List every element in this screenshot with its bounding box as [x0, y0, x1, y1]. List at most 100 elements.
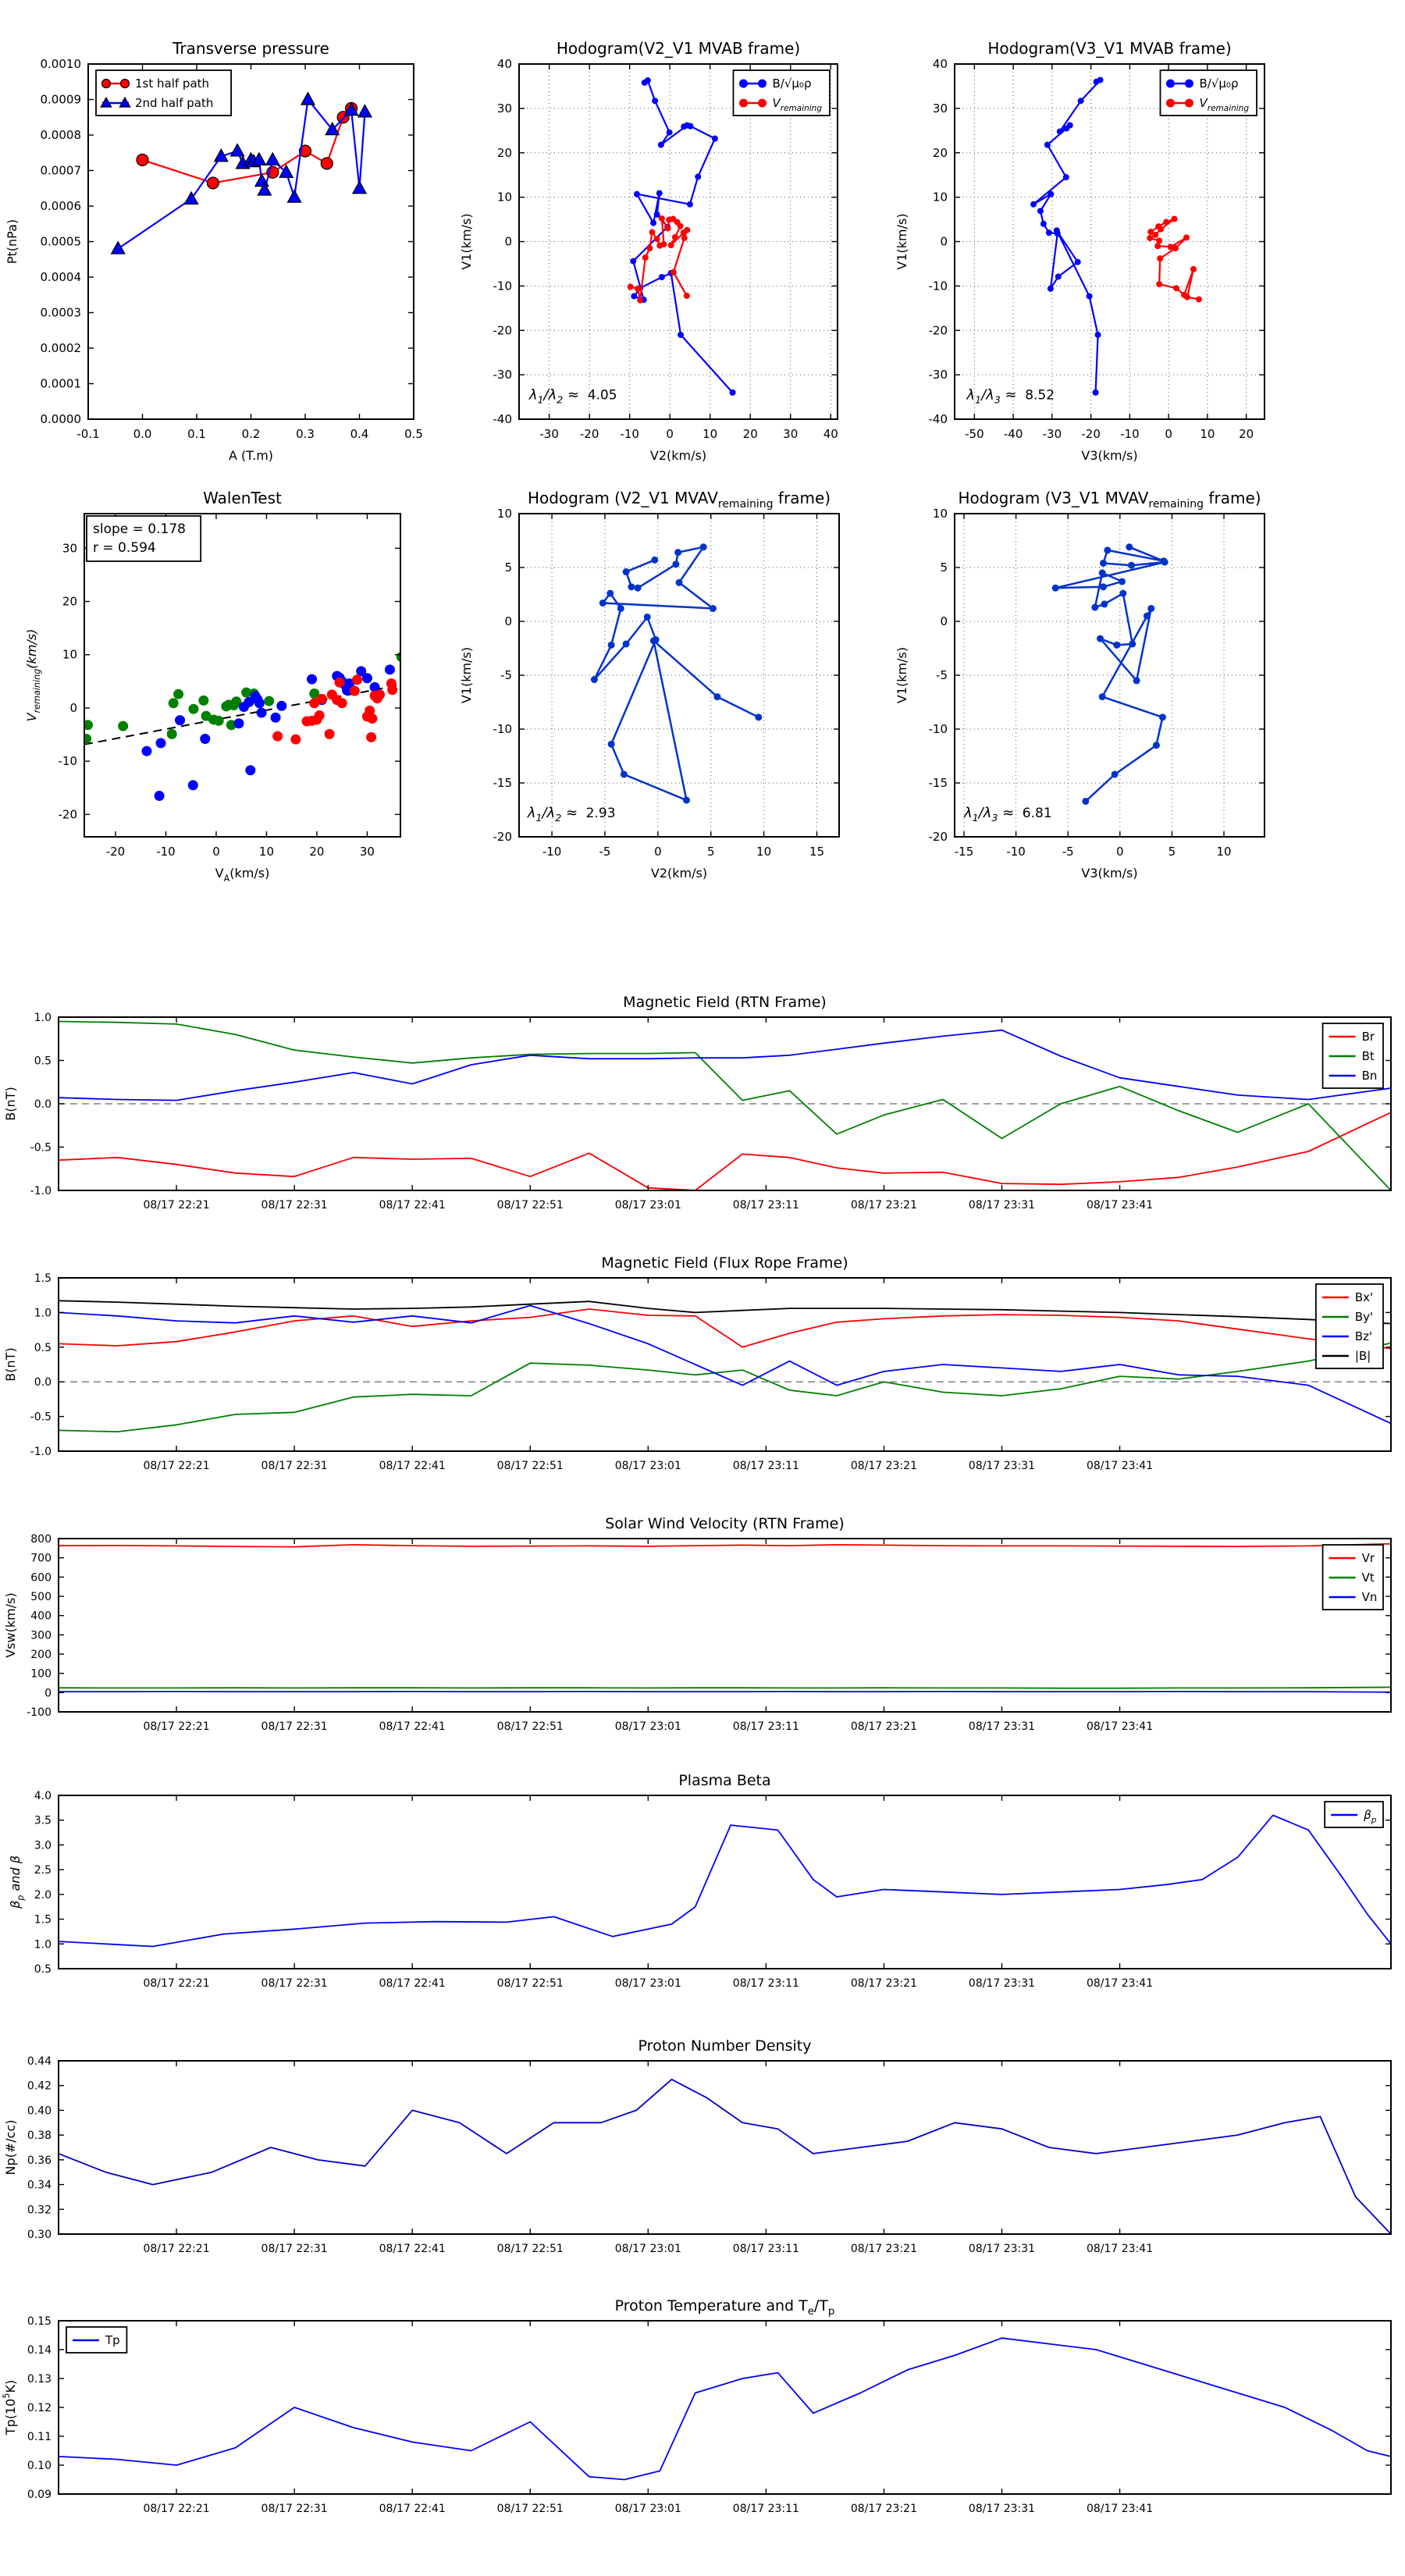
- plasma-beta-legend: βp: [1324, 1801, 1384, 1828]
- svg-text:-10: -10: [620, 427, 639, 441]
- solar-wind-velocity-series: [59, 1542, 1391, 1693]
- svg-text:400: 400: [30, 1610, 52, 1623]
- svg-text:0: 0: [69, 701, 77, 715]
- svg-text:0.3: 0.3: [296, 427, 315, 441]
- svg-text:08/17 23:21: 08/17 23:21: [851, 1460, 917, 1472]
- svg-text:08/17 23:41: 08/17 23:41: [1087, 1460, 1153, 1472]
- svg-text:0.5: 0.5: [34, 1342, 52, 1354]
- svg-text:0: 0: [940, 235, 948, 249]
- svg-text:0: 0: [940, 614, 948, 628]
- svg-text:λ1/λ3 ≈: λ1/λ3 ≈: [966, 386, 1016, 405]
- svg-text:B/√μ₀ρ: B/√μ₀ρ: [772, 76, 811, 91]
- svg-text:-1.0: -1.0: [30, 1185, 52, 1197]
- svg-text:08/17 22:21: 08/17 22:21: [143, 1199, 209, 1212]
- svg-text:By': By': [1355, 1310, 1373, 1324]
- svg-text:0: 0: [654, 845, 662, 859]
- svg-text:08/17 23:31: 08/17 23:31: [969, 1977, 1035, 1990]
- svg-text:λ1/λ3 ≈: λ1/λ3 ≈: [963, 805, 1014, 824]
- svg-text:500: 500: [30, 1591, 52, 1603]
- transverse-pressure-legend: 1st half path 2nd half path: [95, 69, 233, 116]
- hodogram-v2v1-mvab-legend: B/√μ₀ρ Vremaining: [732, 69, 831, 116]
- svg-text:08/17 23:41: 08/17 23:41: [1087, 1977, 1153, 1990]
- svg-text:-5: -5: [599, 845, 610, 859]
- svg-text:-0.1: -0.1: [76, 427, 99, 441]
- svg-text:08/17 22:21: 08/17 22:21: [143, 1977, 209, 1990]
- svg-text:0.15: 0.15: [27, 2315, 52, 2328]
- svg-text:3.5: 3.5: [34, 1815, 52, 1827]
- hodogram-v3v1-mvab-chart: -50 -40 -30 -20 -10 0 10 20 -40 -30 -20 -10 0 10 20 30 4…: [895, 39, 1265, 463]
- svg-text:-10: -10: [493, 279, 513, 293]
- svg-text:-10: -10: [929, 279, 948, 293]
- svg-text:0.30: 0.30: [27, 2229, 52, 2241]
- svg-text:Plasma Beta: Plasma Beta: [678, 1772, 770, 1789]
- svg-text:-5: -5: [936, 668, 948, 682]
- svg-text:20: 20: [309, 845, 324, 859]
- svg-text:0.0: 0.0: [133, 427, 152, 441]
- svg-text:4.0: 4.0: [34, 1790, 52, 1802]
- svg-text:-40: -40: [1004, 427, 1023, 441]
- svg-text:Vremaining: Vremaining: [1199, 96, 1249, 113]
- magnetic-field-rtn-series: [59, 1020, 1391, 1190]
- svg-text:0: 0: [504, 614, 512, 628]
- svg-text:0.11: 0.11: [27, 2431, 52, 2443]
- svg-text:10: 10: [933, 507, 948, 521]
- svg-text:08/17 22:41: 08/17 22:41: [379, 1720, 446, 1733]
- plasma-beta-series: [59, 1814, 1391, 1948]
- svg-text:08/17 23:41: 08/17 23:41: [1087, 1720, 1153, 1733]
- svg-text:0.5: 0.5: [404, 427, 423, 441]
- svg-text:Hodogram (V3_V1 MVAVremaining: Hodogram (V3_V1 MVAVremaining frame): [958, 489, 1261, 511]
- svg-text:08/17 23:21: 08/17 23:21: [851, 1720, 917, 1733]
- svg-text:0.34: 0.34: [27, 2179, 52, 2192]
- svg-text:08/17 22:51: 08/17 22:51: [497, 2243, 564, 2255]
- hodogram-v2v1-mvab-chart: -30 -20 -10 0 10 20 30 40 -40 -30 -20 -10 0 10 20 30 40 H…: [459, 39, 838, 463]
- svg-text:08/17 22:31: 08/17 22:31: [261, 1977, 328, 1990]
- svg-text:08/17 23:31: 08/17 23:31: [969, 1199, 1035, 1212]
- magnetic-field-rtn-legend: Br Bt Bn: [1321, 1023, 1384, 1089]
- svg-text:|B|: |B|: [1355, 1349, 1371, 1363]
- svg-text:Vt: Vt: [1362, 1571, 1375, 1585]
- svg-text:A (T.m): A (T.m): [229, 448, 273, 463]
- svg-text:Transverse pressure: Transverse pressure: [172, 39, 329, 58]
- svg-text:V1(km/s): V1(km/s): [459, 213, 474, 269]
- svg-text:08/17 23:11: 08/17 23:11: [733, 1460, 799, 1472]
- svg-text:8.52: 8.52: [1025, 387, 1055, 403]
- svg-text:30: 30: [360, 845, 375, 859]
- svg-text:08/17 23:01: 08/17 23:01: [615, 1199, 681, 1212]
- svg-text:10: 10: [756, 845, 771, 859]
- svg-text:08/17 22:41: 08/17 22:41: [379, 1199, 446, 1212]
- svg-text:V1(km/s): V1(km/s): [459, 647, 474, 703]
- svg-text:08/17 23:21: 08/17 23:21: [851, 1977, 917, 1990]
- svg-text:V3(km/s): V3(km/s): [1081, 866, 1137, 881]
- svg-text:V3(km/s): V3(km/s): [1081, 448, 1137, 463]
- svg-text:-15: -15: [955, 845, 974, 859]
- svg-text:08/17 22:31: 08/17 22:31: [261, 2503, 328, 2515]
- proton-temperature-series: [59, 2337, 1391, 2481]
- svg-text:1.5: 1.5: [34, 1272, 52, 1285]
- svg-text:βp and β: βp and β: [8, 1856, 26, 1909]
- svg-text:B(nT): B(nT): [3, 1347, 18, 1381]
- svg-text:-5: -5: [500, 668, 512, 682]
- svg-text:0.42: 0.42: [27, 2080, 52, 2093]
- svg-text:0: 0: [1116, 845, 1124, 859]
- svg-text:20: 20: [743, 427, 758, 441]
- svg-text:200: 200: [30, 1649, 52, 1661]
- walen-test-stats-box: [86, 515, 202, 562]
- svg-text:20: 20: [62, 595, 77, 609]
- svg-text:08/17 22:31: 08/17 22:31: [261, 2243, 328, 2255]
- svg-text:0.4: 0.4: [350, 427, 369, 441]
- svg-text:0: 0: [44, 1687, 52, 1699]
- svg-text:Vremaining(km/s): Vremaining(km/s): [24, 629, 42, 722]
- proton-number-density-series: [59, 2078, 1391, 2234]
- svg-text:Hodogram(V3_V1 MVAB frame): Hodogram(V3_V1 MVAB frame): [987, 39, 1231, 58]
- hodogram-v2v1-mvab-series: [627, 77, 736, 396]
- svg-text:-0.5: -0.5: [30, 1142, 52, 1155]
- svg-text:-10: -10: [929, 722, 948, 736]
- svg-text:08/17 22:51: 08/17 22:51: [497, 1460, 564, 1472]
- svg-text:0.0006: 0.0006: [41, 199, 82, 213]
- svg-text:Bx': Bx': [1355, 1290, 1373, 1304]
- svg-text:6.81: 6.81: [1023, 806, 1052, 821]
- magnetic-field-flux-rope-chart: 08/17 22:21 08/17 22:31 08/17 22:41 08/17 2…: [3, 1254, 1392, 1472]
- svg-text:08/17 22:31: 08/17 22:31: [261, 1460, 328, 1472]
- svg-text:1st half path: 1st half path: [135, 76, 209, 91]
- svg-text:-0.5: -0.5: [30, 1411, 52, 1424]
